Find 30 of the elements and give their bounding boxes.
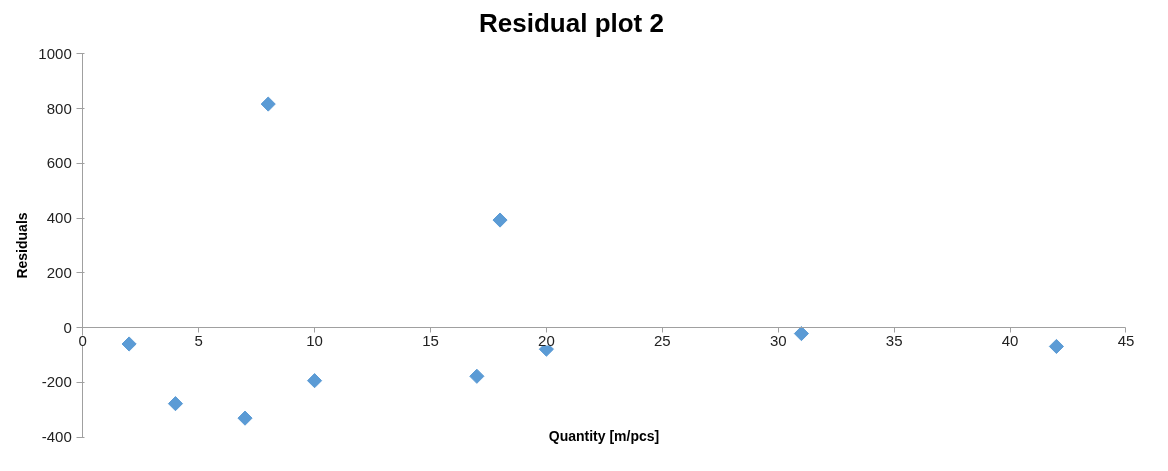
x-tick-label: 5 — [194, 331, 203, 349]
x-tick-label: 0 — [78, 331, 87, 349]
y-tick-label: 400 — [46, 209, 72, 227]
point — [492, 212, 508, 228]
x-tick-label: 10 — [306, 331, 323, 349]
point — [167, 396, 184, 412]
point — [260, 96, 276, 112]
point — [121, 336, 137, 352]
x-tick-label: 45 — [1117, 331, 1135, 349]
point — [469, 368, 485, 384]
y-tick-label: -200 — [41, 373, 72, 391]
y-tick-label: -400 — [41, 428, 72, 446]
point — [237, 410, 253, 426]
y-tick-label: 800 — [46, 99, 72, 117]
y-tick-label: 600 — [46, 154, 72, 172]
point — [793, 326, 809, 342]
x-tick-label: 35 — [885, 331, 903, 349]
x-tick-label: 25 — [653, 331, 671, 349]
chart-title: Residual plot 2 — [479, 7, 664, 38]
y-axis-title: Residuals — [14, 212, 31, 279]
point — [307, 373, 323, 389]
x-tick-label: 20 — [538, 331, 555, 349]
point — [1048, 338, 1064, 355]
x-tick-label: 15 — [422, 331, 439, 349]
x-tick-label: 40 — [1001, 331, 1019, 349]
x-tick-label: 30 — [769, 331, 787, 349]
y-tick-label: 200 — [46, 263, 72, 281]
x-axis-title: Quantity [m/pcs] — [548, 427, 660, 444]
y-tick-label: 0 — [63, 318, 72, 336]
y-tick-label: 1000 — [38, 44, 72, 62]
